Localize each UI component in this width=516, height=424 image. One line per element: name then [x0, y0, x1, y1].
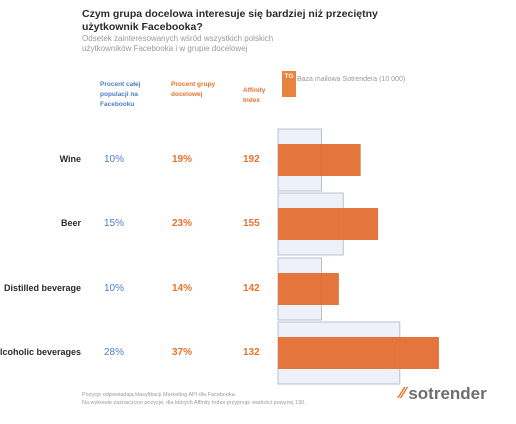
sotrender-mark-icon: ⁄⁄ — [400, 385, 406, 402]
column-header-affinity: Affinity Index — [243, 87, 266, 104]
legend-base-label: Baza mailowa Sotrendera (10 000) — [297, 76, 406, 83]
column-header-target: Procent grupy docelowej — [171, 81, 216, 98]
cell-affinity: 132 — [243, 347, 260, 358]
row-label: Beer — [60, 218, 81, 228]
cell-population: 28% — [104, 347, 125, 358]
footnote-line: Pozycje odpowiadają klasyfikacji Marketi… — [82, 392, 235, 398]
row-label: Wine — [59, 154, 81, 164]
cell-target: 37% — [172, 347, 193, 358]
cell-affinity: 192 — [243, 154, 260, 165]
column-header-population: Procent całej populacji na Facebooku — [100, 81, 141, 108]
cell-population: 10% — [104, 154, 125, 165]
row-label: Distilled beverage — [3, 283, 81, 293]
cell-affinity: 155 — [243, 218, 260, 229]
bar-target — [278, 144, 361, 176]
bar-target — [278, 208, 379, 240]
bar-target — [278, 337, 439, 369]
cell-target: 14% — [172, 283, 193, 294]
legend-tg-swatch: TG — [282, 71, 296, 97]
cell-population: 10% — [104, 283, 125, 294]
row-label: Alcoholic beverages — [0, 347, 81, 357]
logo-text: sotrender — [408, 384, 487, 403]
cell-target: 19% — [172, 154, 193, 165]
cell-target: 23% — [172, 218, 193, 229]
cell-affinity: 142 — [243, 283, 260, 294]
footnote: Pozycje odpowiadają klasyfikacji Marketi… — [82, 392, 382, 407]
footnote-line: Na wykresie zaznaczono pozycje, dla któr… — [82, 399, 306, 406]
chart-title: Czym grupa docelowa interesuje się bardz… — [82, 8, 378, 33]
chart-subtitle: Odsetek zainteresowanych wśród wszystkic… — [82, 34, 274, 53]
bar-target — [278, 273, 339, 305]
cell-population: 15% — [104, 218, 125, 229]
sotrender-logo: ⁄⁄ sotrender — [400, 384, 487, 404]
